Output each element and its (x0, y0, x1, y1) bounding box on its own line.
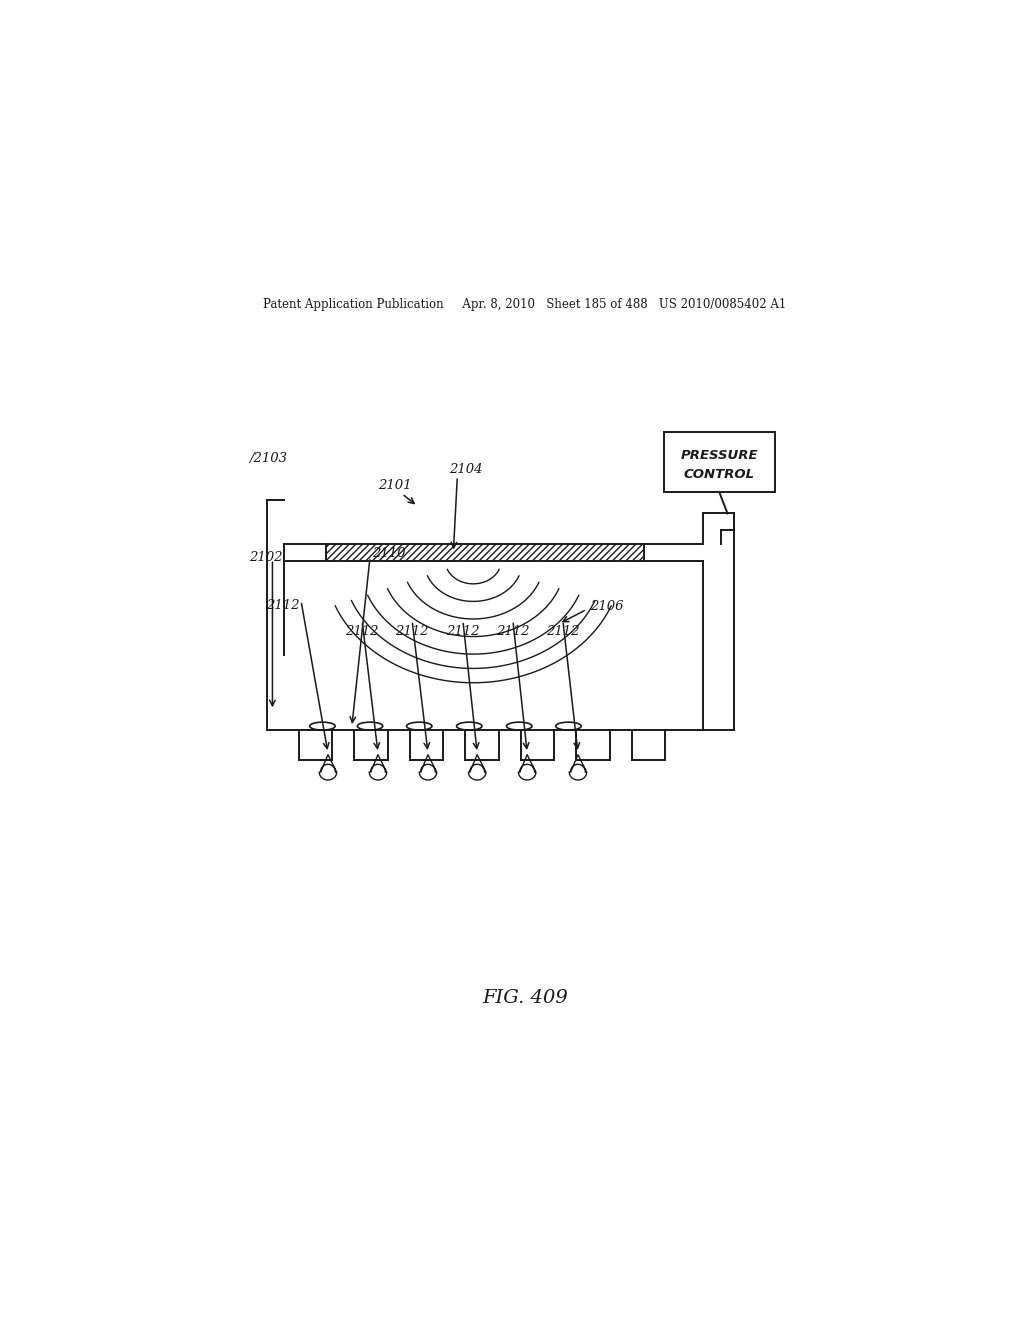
Text: 2112: 2112 (546, 624, 580, 638)
Ellipse shape (357, 722, 383, 730)
Text: 2110: 2110 (372, 546, 406, 560)
Text: Patent Application Publication     Apr. 8, 2010   Sheet 185 of 488   US 2010/008: Patent Application Publication Apr. 8, 2… (263, 298, 786, 312)
Ellipse shape (457, 722, 482, 730)
Text: 2112: 2112 (446, 624, 479, 638)
Ellipse shape (309, 722, 335, 730)
Text: 2112: 2112 (345, 624, 379, 638)
Text: /2103: /2103 (249, 453, 287, 465)
Text: 2112: 2112 (497, 624, 529, 638)
Text: 2112: 2112 (266, 599, 299, 612)
Ellipse shape (556, 722, 582, 730)
Text: 2112: 2112 (395, 624, 429, 638)
Bar (664, 433, 775, 492)
Text: 2104: 2104 (450, 463, 483, 477)
Bar (327, 544, 644, 561)
Ellipse shape (507, 722, 531, 730)
Text: 2101: 2101 (378, 479, 412, 492)
Text: 2102: 2102 (249, 550, 283, 564)
Text: CONTROL: CONTROL (684, 467, 755, 480)
Text: PRESSURE: PRESSURE (681, 449, 758, 462)
Text: FIG. 409: FIG. 409 (482, 989, 567, 1007)
Ellipse shape (407, 722, 432, 730)
Text: 2106: 2106 (590, 599, 624, 612)
